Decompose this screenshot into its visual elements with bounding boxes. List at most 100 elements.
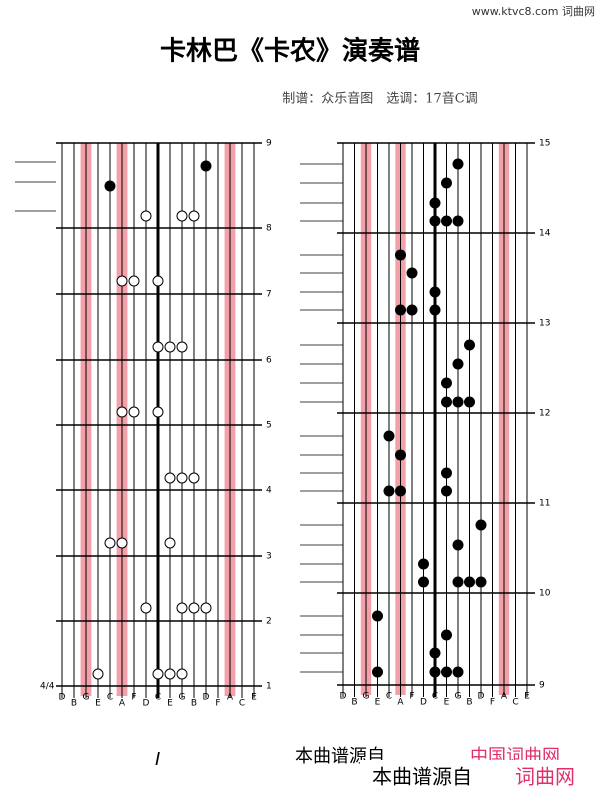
note — [164, 472, 176, 484]
measure-number: 7 — [266, 290, 272, 300]
note — [200, 602, 212, 614]
key-label: D — [478, 692, 485, 702]
note — [164, 341, 176, 353]
note — [429, 215, 441, 227]
key-label: F — [490, 698, 495, 708]
note — [176, 210, 188, 222]
measure-number: 14 — [539, 229, 551, 239]
time-signature: 4/4 — [40, 682, 55, 692]
note — [452, 215, 464, 227]
page-mark: I — [155, 749, 160, 770]
note — [452, 666, 464, 678]
key-label: G — [363, 692, 370, 702]
key-label: A — [397, 698, 404, 708]
measure-number: 15 — [539, 139, 550, 149]
note — [104, 180, 116, 192]
note — [152, 341, 164, 353]
key-label: C — [155, 693, 161, 703]
key-label: C — [386, 692, 392, 702]
note — [383, 430, 395, 442]
note — [140, 210, 152, 222]
note — [429, 304, 441, 316]
note — [464, 576, 475, 588]
note — [176, 602, 188, 614]
key-label: C — [512, 698, 518, 708]
note — [441, 485, 452, 497]
note — [418, 558, 429, 570]
measure-number: 9 — [266, 139, 272, 149]
key-label: C — [432, 692, 438, 702]
note — [188, 602, 200, 614]
key-label: D — [143, 699, 150, 709]
note — [395, 304, 406, 316]
note — [395, 485, 406, 497]
note — [441, 467, 452, 479]
note — [116, 406, 128, 418]
note — [104, 537, 116, 549]
key-label: E — [251, 693, 257, 703]
note — [429, 666, 441, 678]
note — [176, 472, 188, 484]
note — [475, 519, 487, 531]
key-label: A — [227, 693, 234, 703]
note — [176, 668, 188, 680]
key-label: E — [167, 699, 173, 709]
note — [441, 215, 452, 227]
banner-text: 本曲谱源自 — [372, 765, 472, 789]
key-label: E — [524, 692, 530, 702]
banner — [360, 760, 600, 797]
key-label: G — [455, 692, 462, 702]
measure-number: 2 — [266, 617, 272, 627]
key-label: A — [501, 692, 508, 702]
measure-number: 11 — [539, 499, 550, 509]
note — [406, 267, 418, 279]
note — [116, 537, 128, 549]
measure-number: 10 — [539, 589, 551, 599]
note — [188, 210, 200, 222]
note — [452, 396, 464, 408]
note — [429, 647, 441, 659]
note — [475, 576, 487, 588]
key-label: G — [83, 693, 90, 703]
note — [116, 275, 128, 287]
key-label: B — [351, 698, 357, 708]
note — [418, 576, 429, 588]
note — [152, 275, 164, 287]
note — [164, 537, 176, 549]
note — [429, 286, 441, 298]
key-label: E — [444, 698, 450, 708]
note — [452, 576, 464, 588]
key-label: G — [179, 693, 186, 703]
measure-number: 8 — [266, 224, 272, 234]
key-label: B — [191, 699, 197, 709]
note — [188, 472, 200, 484]
key-label: D — [59, 693, 66, 703]
note — [164, 668, 176, 680]
note — [372, 610, 383, 622]
note — [441, 396, 452, 408]
note — [395, 249, 406, 261]
note — [452, 358, 464, 370]
note — [140, 602, 152, 614]
measure-number: 13 — [539, 319, 550, 329]
note — [152, 668, 164, 680]
note — [128, 406, 140, 418]
note — [92, 668, 104, 680]
key-label: C — [239, 699, 245, 709]
measure-number: 4 — [266, 486, 272, 496]
key-label: B — [466, 698, 472, 708]
key-label: F — [131, 693, 136, 703]
title: 卡林巴《卡农》演奏谱 — [160, 36, 420, 67]
measure-number: 12 — [539, 409, 550, 419]
note — [429, 197, 441, 209]
note — [464, 396, 475, 408]
key-label: B — [71, 699, 77, 709]
watermark: www.ktvc8.com 词曲网 — [472, 5, 595, 18]
note — [395, 449, 406, 461]
key-label: E — [95, 699, 101, 709]
banner-link[interactable]: 词曲网 — [515, 765, 575, 789]
key-label: A — [119, 699, 126, 709]
note — [176, 341, 188, 353]
note — [372, 666, 383, 678]
